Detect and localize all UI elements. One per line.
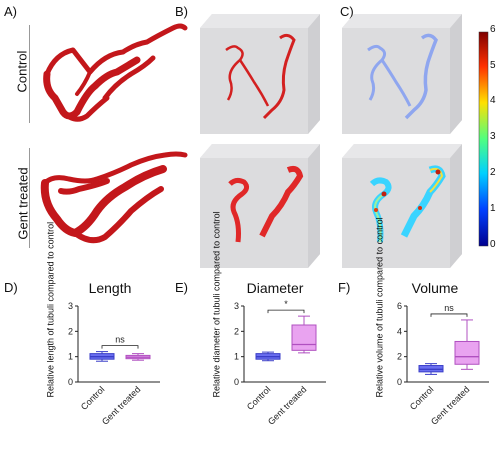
x-tick-label: Control — [245, 384, 273, 412]
row-divider-treated — [29, 148, 30, 248]
colorbar — [478, 31, 489, 247]
y-tick-label: 3 — [68, 301, 73, 311]
y-tick-label: 3 — [234, 301, 239, 311]
tubule-3d-boxes — [200, 14, 489, 268]
panel-label-d: D) — [4, 280, 18, 295]
chart-ylabel-volume: Relative volume of tubuli compared to co… — [374, 217, 385, 398]
panel-label-c: C) — [340, 4, 354, 19]
panel-label-e: E) — [175, 280, 188, 295]
colorbar-tick-1: 1 — [490, 203, 496, 214]
y-tick-label: 0 — [397, 377, 402, 387]
chart-title-length: Length — [88, 280, 132, 296]
chart-title-volume: Volume — [411, 280, 459, 296]
y-tick-label: 1 — [68, 352, 73, 362]
y-tick-label: 4 — [397, 326, 402, 336]
box-c-control — [342, 14, 462, 134]
x-tick-label: Gent treated — [100, 384, 142, 426]
row-label-control: Control — [14, 50, 30, 93]
y-tick-label: 2 — [68, 326, 73, 336]
y-tick-label: 0 — [68, 377, 73, 387]
colorbar-tick-2: 2 — [490, 167, 496, 178]
y-tick-label: 2 — [397, 352, 402, 362]
y-tick-label: 2 — [234, 326, 239, 336]
box-iqr — [454, 340, 480, 365]
x-tick-label: Gent treated — [429, 384, 471, 426]
row-divider-control — [29, 25, 30, 123]
tubule-render-treated — [40, 151, 188, 244]
chart-title-diameter: Diameter — [246, 280, 304, 296]
box-c-treated — [342, 144, 462, 268]
y-tick-label: 6 — [397, 301, 402, 311]
tubule-render-control — [43, 23, 188, 122]
box-b-control — [200, 14, 320, 134]
box-iqr — [291, 324, 317, 351]
colorbar-tick-3: 3 — [490, 131, 496, 142]
panel-label-f: F) — [338, 280, 351, 295]
box-b-treated — [200, 144, 320, 268]
x-tick-label: Gent treated — [266, 384, 308, 426]
colorbar-tick-5: 5 — [490, 60, 496, 71]
significance-bracket — [430, 313, 468, 317]
colorbar-tick-6: 6 — [490, 24, 496, 35]
y-tick-label: 1 — [234, 352, 239, 362]
x-tick-label: Control — [408, 384, 436, 412]
significance-label: ns — [115, 335, 125, 345]
x-tick-label: Control — [79, 384, 107, 412]
significance-label: ns — [444, 303, 454, 313]
panel-label-b: B) — [175, 4, 188, 19]
panel-label-a: A) — [4, 4, 17, 19]
colorbar-tick-0: 0 — [490, 239, 496, 250]
significance-bracket — [267, 309, 305, 314]
colorbar-tick-4: 4 — [490, 95, 496, 106]
significance-bracket — [101, 345, 139, 349]
y-tick-label: 0 — [234, 377, 239, 387]
chart-ylabel-diameter: Relative diameter of tubuli compared to … — [211, 211, 222, 398]
significance-label: * — [284, 300, 288, 309]
chart-ylabel-length: Relative length of tubuli compared to co… — [45, 221, 56, 398]
